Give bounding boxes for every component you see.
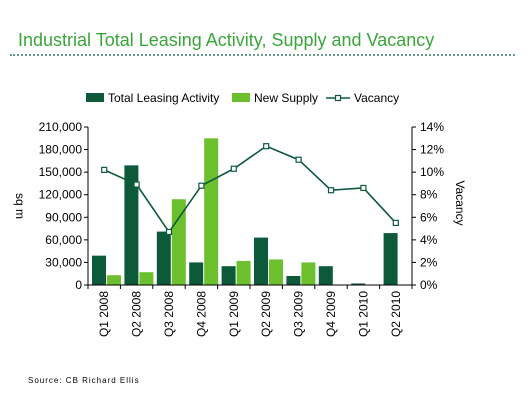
bar-supply xyxy=(139,272,154,285)
x-tick-label: Q2 2009 xyxy=(259,291,273,337)
vacancy-point xyxy=(327,187,335,194)
y2-tick-label: 6% xyxy=(420,210,438,224)
y2-tick-label: 14% xyxy=(420,120,444,134)
tick-labels: 0 30,000 60,000 90,000 120,000 150,000 180,000… xyxy=(39,120,445,337)
vacancy-line xyxy=(101,143,399,236)
y-tick-label: 30,000 xyxy=(45,255,82,269)
x-tick-label: Q2 2010 xyxy=(389,291,403,337)
y2-tick-label: 8% xyxy=(420,188,438,202)
legend: Total Leasing Activity New Supply Vacancy xyxy=(86,91,399,105)
vacancy-point xyxy=(165,228,173,236)
y-tick-label: 60,000 xyxy=(45,233,82,247)
x-tick-label: Q1 2010 xyxy=(356,291,370,337)
legend-marker xyxy=(334,94,342,102)
source-note: Source: CB Richard Ellis xyxy=(28,376,140,385)
bar-leasing xyxy=(189,262,204,285)
x-tick-label: Q3 2008 xyxy=(162,291,176,337)
y2-tick-label: 10% xyxy=(420,165,444,179)
bar-supply xyxy=(204,138,219,285)
vacancy-point xyxy=(230,165,237,172)
y-axis-label: sq m xyxy=(13,193,27,219)
y-tick-label: 210,000 xyxy=(39,120,83,134)
y2-tick-label: 4% xyxy=(420,233,438,247)
x-tick-label: Q1 2008 xyxy=(97,291,111,337)
y-tick-label: 180,000 xyxy=(39,143,83,157)
vacancy-point xyxy=(198,182,205,189)
bar-leasing xyxy=(286,275,301,285)
y-tick-label: 150,000 xyxy=(39,165,83,179)
bar-leasing xyxy=(156,231,171,285)
bar-supply xyxy=(236,260,251,285)
vacancy-point xyxy=(295,156,302,163)
vacancy-point xyxy=(133,181,140,188)
title-divider xyxy=(10,54,515,56)
y-tick-label: 90,000 xyxy=(45,210,82,224)
vacancy-line-path xyxy=(103,145,397,234)
chart-title: Industrial Total Leasing Activity, Suppl… xyxy=(18,30,435,50)
legend-label: Vacancy xyxy=(354,91,399,105)
y2-tick-label: 0% xyxy=(420,278,438,292)
bar-supply xyxy=(107,275,121,285)
x-tick-label: Q2 2008 xyxy=(130,291,144,337)
legend-label: Total Leasing Activity xyxy=(108,91,219,105)
bar-leasing xyxy=(318,266,333,285)
x-tick-label: Q4 2008 xyxy=(194,291,208,337)
bar-supply xyxy=(171,199,186,285)
bar-supply xyxy=(269,259,283,285)
bar-leasing xyxy=(254,237,268,285)
bar-leasing xyxy=(351,283,366,285)
legend-label: New Supply xyxy=(254,91,318,105)
bar-leasing xyxy=(383,233,398,285)
y2-tick-label: 12% xyxy=(420,143,444,157)
axes xyxy=(84,126,416,289)
y2-tick-label: 2% xyxy=(420,255,438,269)
vacancy-point xyxy=(360,184,367,192)
bar-leasing xyxy=(124,165,139,285)
bar-leasing xyxy=(221,266,236,285)
y2-axis-label: Vacancy xyxy=(453,180,467,225)
x-tick-label: Q3 2009 xyxy=(292,291,306,337)
bars xyxy=(92,138,398,285)
x-tick-label: Q4 2009 xyxy=(324,291,338,337)
legend-swatch xyxy=(86,93,104,102)
y-tick-label: 0 xyxy=(75,278,82,292)
vacancy-point xyxy=(101,166,108,173)
vacancy-point xyxy=(263,143,270,150)
bar-supply xyxy=(301,262,316,285)
vacancy-point xyxy=(392,219,399,227)
legend-swatch xyxy=(232,93,250,102)
y-tick-label: 120,000 xyxy=(39,188,83,202)
x-tick-label: Q1 2009 xyxy=(227,291,241,337)
bar-leasing xyxy=(92,255,106,285)
